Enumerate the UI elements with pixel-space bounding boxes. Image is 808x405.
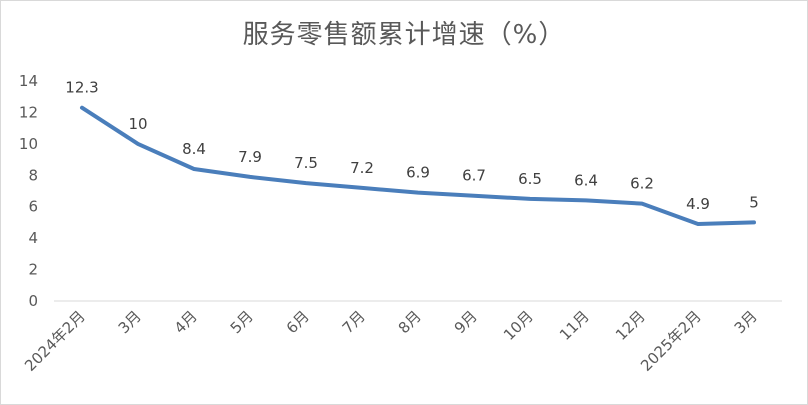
x-tick-label: 11月 bbox=[556, 307, 593, 344]
data-label: 6.9 bbox=[406, 164, 430, 182]
y-tick-label: 12 bbox=[19, 103, 38, 121]
data-label: 8.4 bbox=[182, 140, 206, 158]
x-tick-label: 10月 bbox=[500, 307, 537, 344]
x-tick-label: 9月 bbox=[451, 307, 481, 337]
data-label: 6.7 bbox=[462, 167, 486, 185]
x-tick-label: 3月 bbox=[115, 307, 145, 337]
data-label: 12.3 bbox=[65, 79, 98, 97]
data-label: 7.9 bbox=[238, 148, 262, 166]
x-tick-label: 4月 bbox=[171, 307, 201, 337]
data-label: 4.9 bbox=[686, 195, 710, 213]
y-tick-label: 6 bbox=[28, 198, 38, 216]
x-tick-label: 2024年2月 bbox=[21, 307, 89, 375]
x-tick-label: 2025年2月 bbox=[637, 307, 705, 375]
data-labels: 12.3 10 8.4 7.9 7.5 7.2 6.9 6.7 6.5 6.4 6.2 4.9 5 bbox=[65, 79, 758, 213]
y-tick-label: 2 bbox=[28, 261, 38, 279]
y-tick-label: 14 bbox=[19, 72, 38, 90]
y-tick-label: 10 bbox=[19, 135, 38, 153]
series-line bbox=[80, 105, 756, 226]
data-label: 5 bbox=[749, 193, 759, 211]
y-tick-label: 0 bbox=[28, 292, 38, 310]
x-tick-label: 5月 bbox=[227, 307, 257, 337]
data-label: 10 bbox=[128, 115, 147, 133]
y-tick-label: 4 bbox=[28, 229, 38, 247]
y-axis-ticks: 0 2 4 6 8 10 12 14 bbox=[19, 72, 38, 310]
data-label: 6.4 bbox=[574, 171, 598, 189]
data-label: 6.5 bbox=[518, 170, 542, 188]
x-tick-label: 6月 bbox=[283, 307, 313, 337]
x-tick-label: 8月 bbox=[395, 307, 425, 337]
data-label: 6.2 bbox=[630, 175, 654, 193]
data-label: 7.2 bbox=[350, 159, 374, 177]
chart-title: 服务零售额累计增速（%） bbox=[242, 20, 566, 50]
data-label: 7.5 bbox=[294, 154, 318, 172]
x-tick-label: 12月 bbox=[612, 307, 649, 344]
x-tick-label: 7月 bbox=[339, 307, 369, 337]
x-tick-label: 3月 bbox=[731, 307, 761, 337]
y-tick-label: 8 bbox=[28, 166, 38, 184]
